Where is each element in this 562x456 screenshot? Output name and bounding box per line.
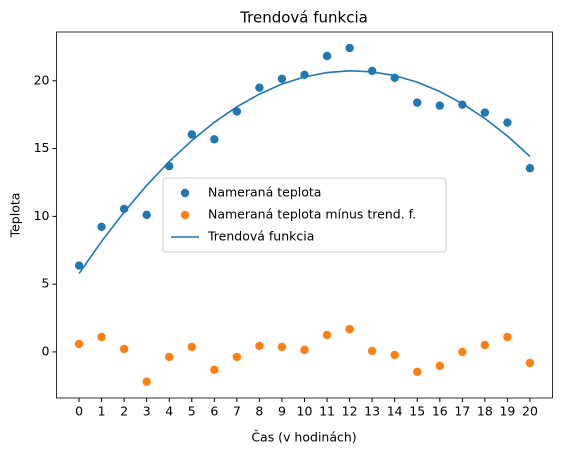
point [390, 350, 399, 360]
x-tick-label: 20 [522, 404, 538, 419]
y-tick-label: 0 [42, 343, 50, 358]
x-tick-label: 0 [75, 404, 83, 419]
point [367, 66, 377, 76]
point [210, 135, 219, 144]
point [480, 108, 490, 117]
x-tick-label: 5 [188, 404, 196, 419]
y-tick-label: 10 [34, 208, 50, 223]
x-tick-label: 7 [233, 404, 241, 419]
x-tick-label: 8 [255, 404, 263, 419]
point [74, 339, 84, 349]
point [97, 222, 106, 231]
x-tick-label: 11 [319, 404, 335, 419]
point [525, 358, 535, 368]
x-tick-label: 17 [454, 404, 470, 419]
x-tick-label: 19 [499, 404, 515, 419]
legend-label: Nameraná teplota [208, 185, 321, 200]
point [232, 107, 242, 116]
point [142, 377, 151, 386]
legend-label: Nameraná teplota mínus trend. f. [208, 207, 416, 222]
x-tick-label: 14 [387, 404, 403, 419]
legend-label: Trendová funkcia [207, 229, 314, 244]
point [503, 332, 512, 342]
y-tick-label: 20 [34, 72, 50, 87]
legend-key [180, 188, 190, 198]
point [232, 352, 242, 362]
point [322, 51, 332, 61]
point [435, 361, 444, 371]
x-tick-label: 18 [477, 404, 493, 419]
point [165, 162, 174, 171]
point [165, 352, 174, 362]
x-tick-label: 9 [278, 404, 286, 419]
plot-frame [56, 31, 553, 399]
point [435, 101, 444, 110]
point [119, 204, 129, 214]
y-tick-label: 5 [42, 276, 50, 291]
x-tick-label: 6 [210, 404, 218, 419]
x-tick-label: 4 [165, 404, 173, 419]
legend-box [162, 177, 447, 253]
point [277, 342, 287, 352]
point [480, 340, 490, 350]
point [187, 342, 196, 352]
point [367, 346, 377, 356]
point [277, 74, 287, 83]
point [322, 330, 332, 340]
y-axis-label: Teplota [8, 193, 23, 239]
point [525, 164, 535, 173]
chart-title: Trendová funkcia [239, 9, 368, 27]
x-tick-label: 15 [409, 404, 425, 419]
legend-key [180, 210, 190, 220]
legend: Nameraná teplota Nameraná teplota mínus t… [162, 177, 447, 253]
x-tick-label: 13 [364, 404, 380, 419]
x-tick-label: 12 [342, 404, 358, 419]
point [345, 324, 354, 334]
x-tick-label: 10 [297, 404, 313, 419]
point [187, 130, 196, 139]
y-tick-label: 15 [34, 140, 50, 155]
point [300, 345, 309, 355]
line [78, 69, 531, 275]
point [142, 210, 151, 220]
point [458, 347, 467, 357]
x-tick-label: 2 [120, 404, 128, 419]
x-tick-label: 1 [98, 404, 106, 419]
point [119, 344, 129, 354]
point [97, 332, 106, 342]
point [255, 83, 264, 92]
point [413, 367, 422, 377]
point [503, 118, 512, 127]
x-tick-label: 3 [143, 404, 151, 419]
point [210, 365, 219, 375]
point [413, 98, 422, 107]
point [345, 43, 354, 53]
x-axis-label: Čas (v hodinách) [251, 430, 356, 445]
point [74, 261, 84, 270]
x-tick-label: 16 [432, 404, 448, 419]
point [255, 341, 264, 351]
